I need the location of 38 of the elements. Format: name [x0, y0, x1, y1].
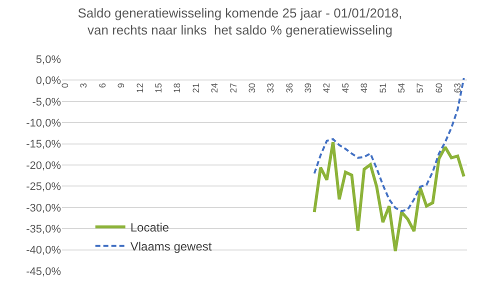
- x-tick-label: 30: [246, 83, 257, 94]
- chart-title: Saldo generatiewisseling komende 25 jaar - 01/01/2018, van rechts naar links het saldo % generatiewisseling: [78, 5, 402, 38]
- x-tick-label: 6: [97, 83, 108, 88]
- y-tick-label: -25,0%: [26, 181, 62, 194]
- y-tick-label: -10,0%: [26, 117, 62, 130]
- x-tick-label: 48: [359, 83, 370, 94]
- x-tick-label: 24: [210, 83, 220, 94]
- x-tick-label: 45: [340, 83, 350, 94]
- y-tick-label: -40,0%: [26, 244, 62, 257]
- x-tick-label: 21: [190, 83, 201, 94]
- legend-label: Vlaams gewest: [130, 240, 212, 254]
- y-tick-label: -35,0%: [26, 223, 62, 236]
- y-tick-label: 0,0%: [36, 75, 62, 88]
- x-tick-label: 9: [116, 83, 126, 88]
- y-tick-label: -20,0%: [26, 160, 62, 172]
- legend-label: Locatie: [130, 220, 170, 235]
- line-series: [313, 77, 465, 212]
- x-tick-label: 60: [434, 83, 444, 94]
- x-tick-label: 39: [303, 83, 314, 94]
- x-tick-label: 63: [452, 83, 463, 94]
- x-tick-label: 57: [415, 83, 426, 94]
- x-tick-label: 0: [60, 83, 70, 88]
- x-tick-label: 15: [154, 83, 164, 94]
- x-tick-label: 51: [378, 83, 388, 94]
- y-tick-label: -5,0%: [32, 96, 62, 108]
- y-tick-label: -45,0%: [26, 266, 62, 278]
- y-tick-label: -30,0%: [26, 202, 62, 214]
- x-tick-label: 36: [284, 83, 294, 94]
- line-series: [312, 140, 466, 253]
- x-tick-label: 12: [134, 83, 145, 94]
- x-tick-label: 54: [396, 83, 407, 94]
- x-tick-label: 18: [172, 83, 182, 94]
- x-tick-label: 27: [228, 83, 238, 94]
- y-tick-label: -15,0%: [26, 138, 62, 151]
- x-tick-label: 42: [322, 83, 332, 94]
- y-tick-label: 5,0%: [36, 54, 62, 66]
- x-tick-label: 33: [266, 83, 276, 94]
- x-tick-label: 3: [78, 83, 89, 88]
